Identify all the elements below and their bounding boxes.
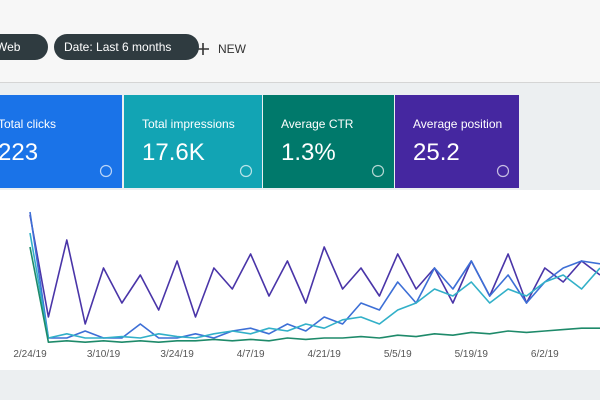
series-line bbox=[29, 211, 600, 339]
metric-card[interactable]: Average position 25.2 bbox=[395, 95, 519, 188]
metric-label: Total clicks bbox=[0, 117, 57, 131]
x-tick-label: 4/7/19 bbox=[237, 349, 265, 360]
metric-label: Total impressions bbox=[142, 117, 235, 131]
new-button[interactable]: NEW bbox=[218, 42, 246, 56]
x-tick-label: 4/21/19 bbox=[308, 349, 342, 360]
x-tick-label: 2/24/19 bbox=[13, 349, 47, 360]
metric-value: 223 bbox=[0, 139, 39, 166]
help-icon bbox=[371, 164, 385, 178]
filter-chip[interactable]: Web bbox=[0, 34, 49, 60]
metric-label: Average position bbox=[413, 117, 503, 131]
x-tick-label: 6/2/19 bbox=[531, 349, 559, 360]
series-line bbox=[29, 232, 600, 339]
plus-icon bbox=[197, 43, 209, 55]
metric-value: 25.2 bbox=[413, 139, 460, 166]
help-icon bbox=[496, 164, 510, 178]
metric-card[interactable]: Total impressions 17.6K bbox=[124, 95, 262, 188]
help-icon bbox=[99, 164, 113, 178]
series-line bbox=[29, 214, 600, 325]
help-icon bbox=[239, 164, 253, 178]
series-line bbox=[29, 246, 600, 343]
metric-label: Average CTR bbox=[281, 117, 354, 131]
x-tick-label: 5/5/19 bbox=[384, 349, 412, 360]
x-tick-label: 3/24/19 bbox=[160, 349, 194, 360]
filter-chip[interactable]: Date: Last 6 months bbox=[54, 34, 200, 60]
metric-card[interactable]: Total clicks 223 bbox=[0, 95, 122, 188]
x-tick-label: 3/10/19 bbox=[87, 349, 121, 360]
x-tick-label: 5/19/19 bbox=[455, 349, 489, 360]
metric-value: 1.3% bbox=[281, 139, 336, 166]
metric-value: 17.6K bbox=[142, 139, 205, 166]
